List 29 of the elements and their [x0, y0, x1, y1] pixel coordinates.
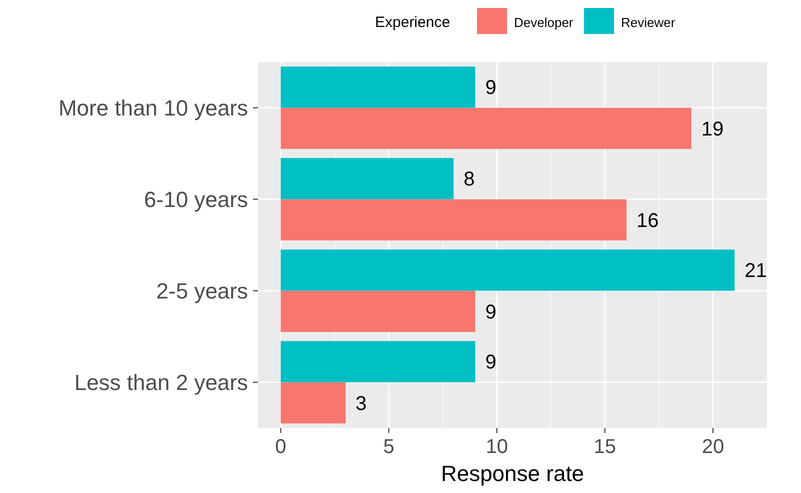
bar — [280, 382, 346, 424]
legend-label: Developer — [514, 15, 574, 30]
data-label: 8 — [464, 168, 475, 191]
data-label: 21 — [744, 260, 767, 282]
bar — [280, 290, 476, 332]
bar — [280, 341, 476, 382]
bar — [280, 66, 476, 108]
y-tick-label: 2-5 years — [156, 278, 248, 304]
legend-label: Reviewer — [621, 15, 676, 30]
data-label: 9 — [485, 301, 496, 324]
legend-title: Experience — [375, 14, 450, 31]
y-tick-label: More than 10 years — [58, 95, 248, 120]
bar — [280, 158, 454, 200]
bar — [280, 108, 692, 149]
y-tick-label: Less than 2 years — [74, 370, 248, 395]
x-tick-label: 0 — [275, 436, 286, 458]
x-axis-title: Response rate — [440, 461, 584, 486]
data-label: 9 — [485, 77, 496, 100]
x-tick-label: 20 — [702, 436, 724, 458]
x-tick-label: 15 — [594, 436, 616, 458]
data-label: 9 — [485, 352, 496, 374]
x-tick-label: 5 — [383, 436, 394, 458]
data-label: 19 — [701, 118, 724, 140]
bar — [280, 250, 735, 291]
y-tick-label: 6-10 years — [144, 186, 248, 212]
bar — [280, 199, 627, 240]
data-label: 16 — [636, 210, 659, 232]
data-label: 3 — [356, 392, 367, 415]
x-tick-label: 10 — [486, 436, 508, 458]
